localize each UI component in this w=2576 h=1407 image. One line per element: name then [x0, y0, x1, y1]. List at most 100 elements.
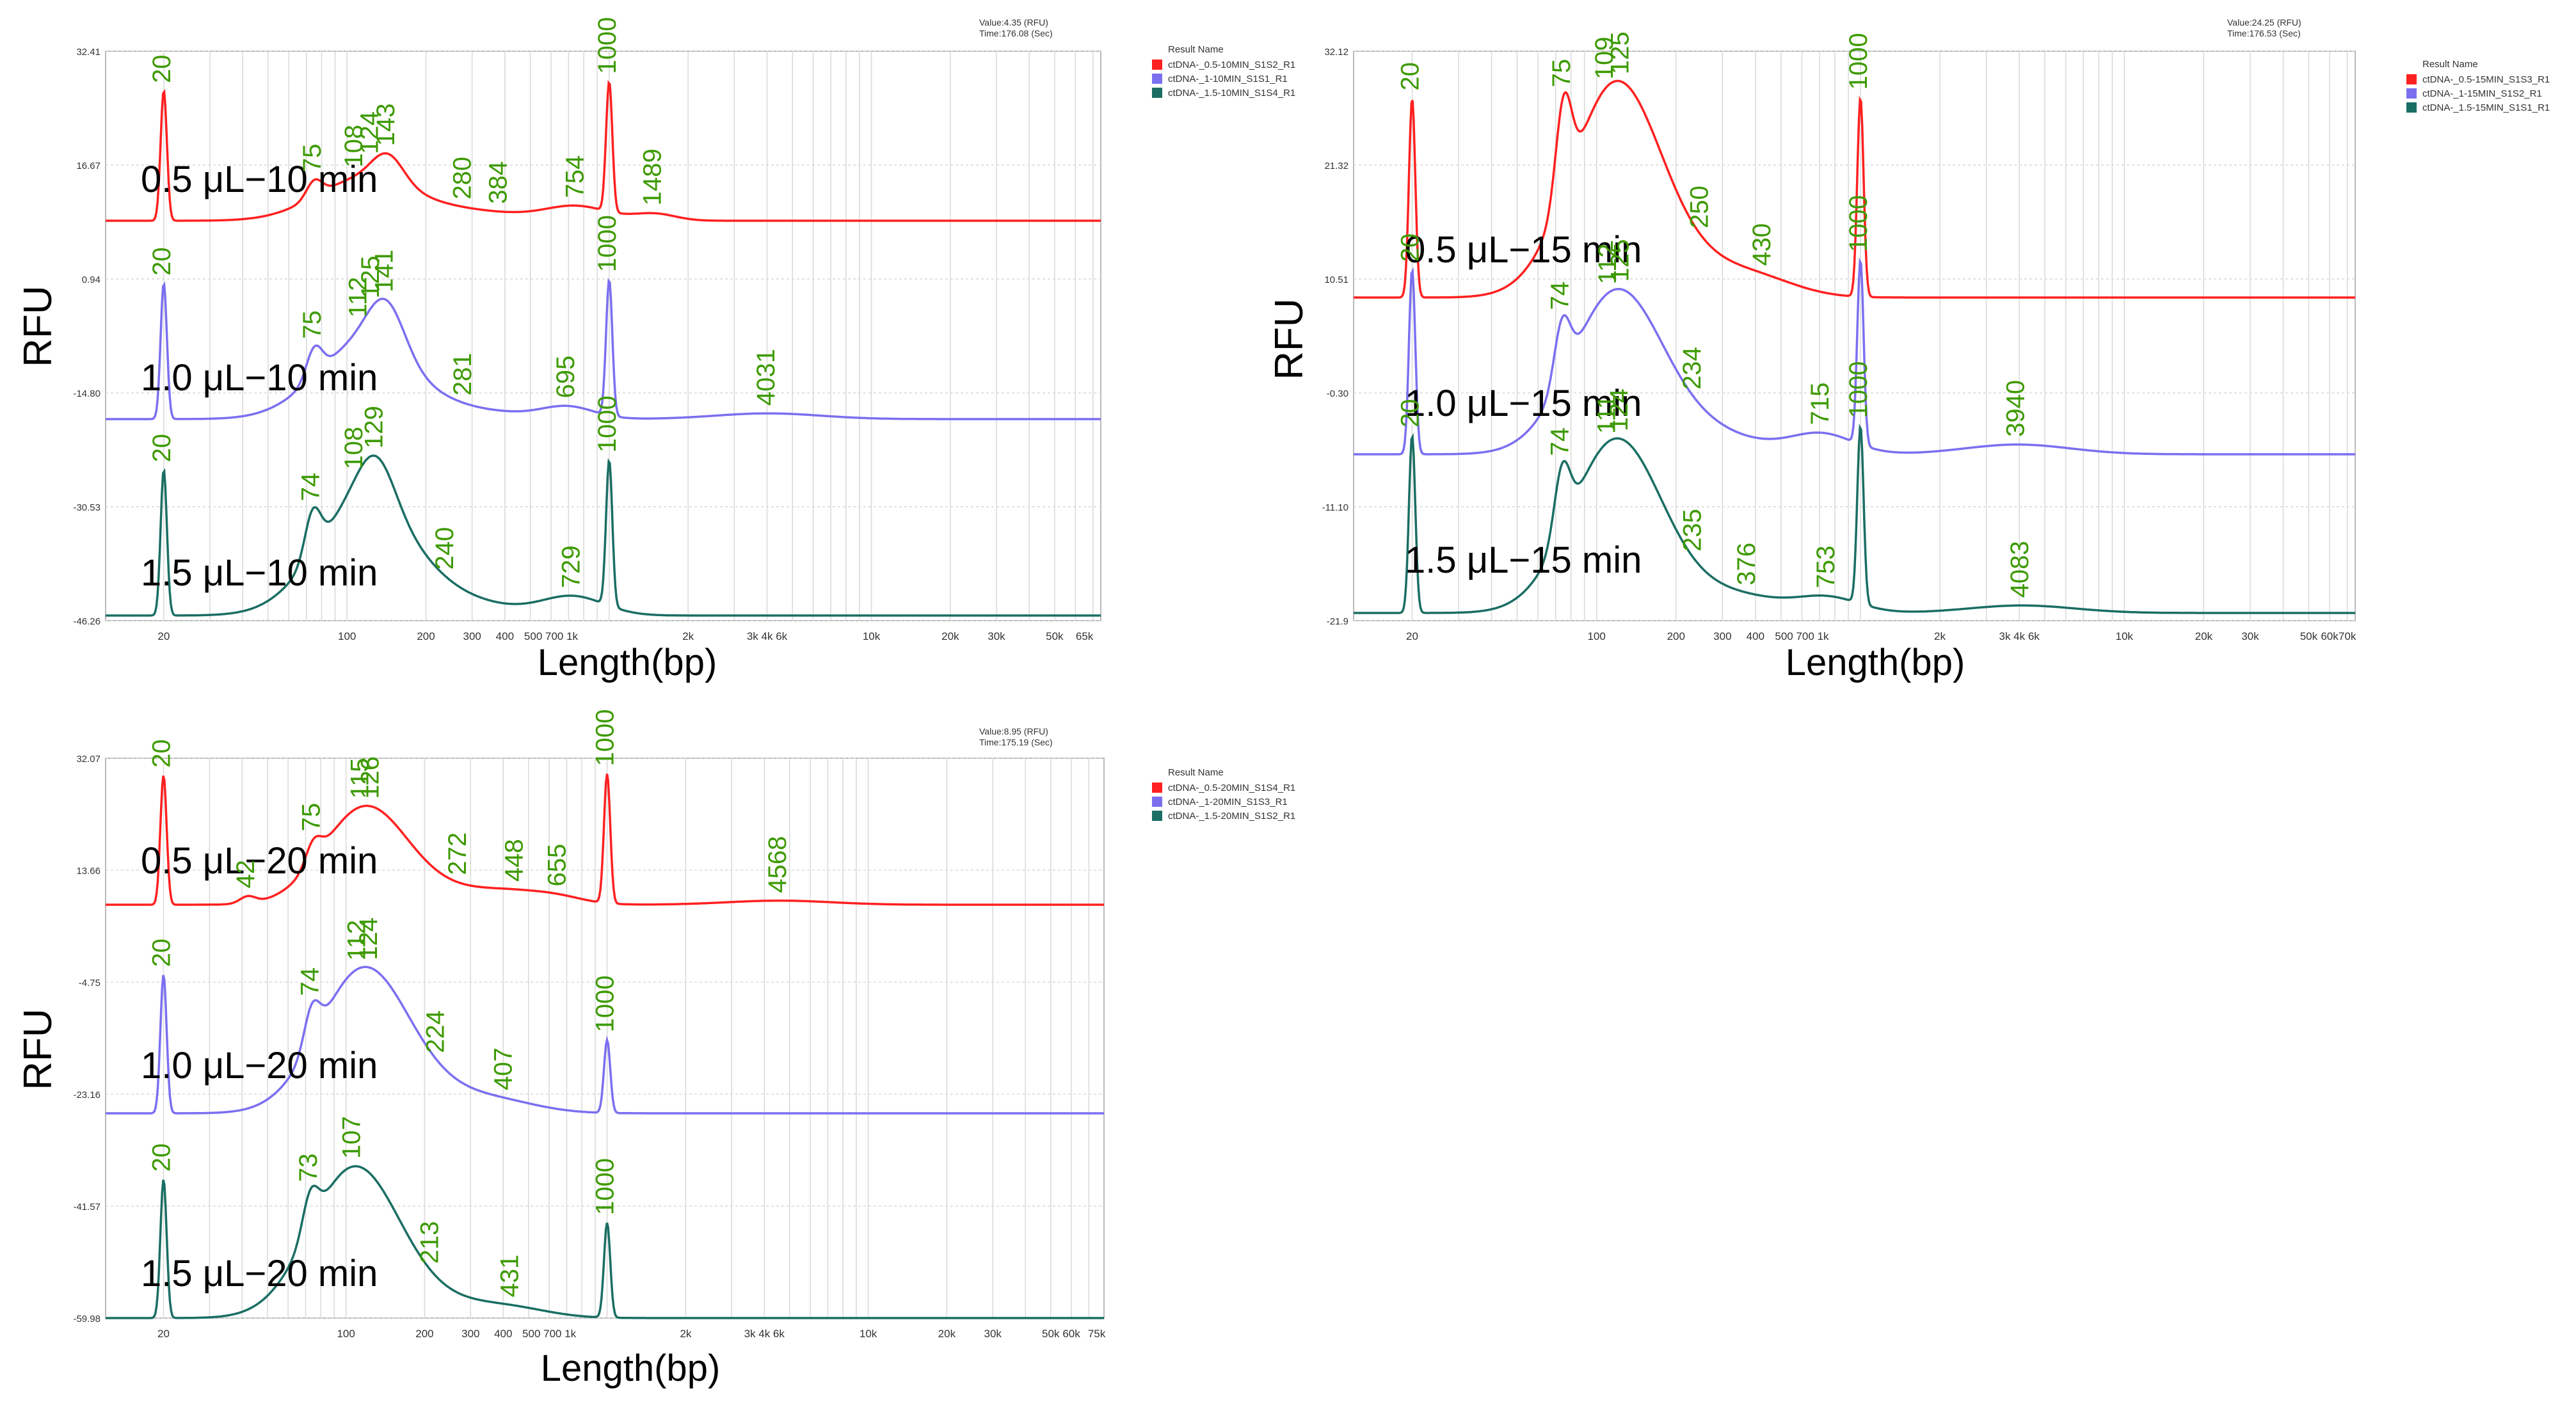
series-line: [106, 454, 1101, 617]
peak-label: 1000: [1844, 33, 1873, 90]
readout-value: Value:8.95 (RFU): [979, 726, 1048, 736]
y-tick-label: 10.51: [1324, 274, 1348, 285]
peak-label: 74: [297, 473, 325, 502]
peak-label: 124: [355, 111, 383, 154]
x-tick-label: 100: [338, 630, 356, 642]
peak-label: 235: [1679, 509, 1707, 552]
readout-time: Time:176.08 (Sec): [979, 28, 1053, 38]
legend-entry: ctDNA-_0.5-20MIN_S1S4_R1: [1168, 783, 1295, 793]
peak-label: 1000: [593, 17, 621, 74]
legend-entry: ctDNA-_0.5-15MIN_S1S3_R1: [2422, 74, 2550, 85]
x-tick-label: 100: [337, 1328, 355, 1340]
peak-label: 20: [1396, 234, 1424, 262]
x-tick-label: 400: [494, 1328, 512, 1340]
series-line: [106, 1165, 1104, 1319]
series-label: 0.5 μL−15 min: [1405, 229, 1642, 271]
x-tick-label: 10k: [860, 1328, 877, 1340]
readout-value: Value:4.35 (RFU): [979, 17, 1048, 28]
peak-label: 20: [148, 739, 176, 768]
y-axis-label: RFU: [16, 1008, 60, 1090]
readout-time: Time:176.53 (Sec): [2227, 28, 2301, 38]
series-line: [106, 80, 1101, 222]
x-tick-label: 3k 4k 6k: [747, 630, 788, 642]
peak-label: 1489: [639, 148, 667, 205]
y-tick-label: 32.07: [76, 754, 100, 765]
legend-title: Result Name: [1168, 767, 1224, 778]
x-axis-label: Length(bp): [1786, 642, 1965, 683]
peak-label: 376: [1732, 543, 1761, 585]
x-tick-label: 70k: [2339, 630, 2356, 642]
x-tick-label: 200: [415, 1328, 433, 1340]
peak-label: 1000: [1844, 195, 1873, 252]
peak-label: 4031: [752, 349, 780, 406]
y-tick-label: -0.30: [1327, 388, 1348, 399]
peak-label: 234: [1678, 347, 1706, 390]
peak-label: 109: [1590, 36, 1619, 79]
legend-entry: ctDNA-_0.5-10MIN_S1S2_R1: [1168, 60, 1295, 70]
legend-entry: ctDNA-_1-15MIN_S1S2_R1: [2422, 88, 2542, 99]
y-tick-label: -11.10: [1322, 502, 1348, 513]
panel-15min: 32.12 21.32 10.51 -0.30 -11.10 -21.9 20 100 200 3…: [1267, 17, 2550, 683]
peak-label: 129: [360, 406, 388, 449]
series-label: 1.5 μL−15 min: [1405, 539, 1642, 581]
legend-entry: ctDNA-_1-10MIN_S1S1_R1: [1168, 74, 1288, 84]
y-tick-label: -30.53: [73, 502, 100, 513]
peak-label: 112: [344, 277, 372, 318]
legend-title: Result Name: [2422, 59, 2478, 70]
plot-area: [1353, 51, 2356, 621]
legend-entry: ctDNA-_1.5-10MIN_S1S4_R1: [1168, 88, 1295, 99]
peak-label: 729: [557, 545, 586, 588]
x-tick-label: 50k: [1046, 630, 1064, 642]
peak-label: 75: [1548, 59, 1576, 88]
readout-value: Value:24.25 (RFU): [2227, 17, 2301, 28]
x-tick-label: 20k: [2195, 630, 2213, 642]
y-tick-label: 32.41: [76, 47, 100, 58]
x-tick-label: 75k: [1088, 1328, 1106, 1340]
legend-entry: ctDNA-_1.5-20MIN_S1S2_R1: [1168, 811, 1295, 822]
x-tick-label: 500 700 1k: [522, 1328, 577, 1340]
peak-label: 20: [148, 1143, 176, 1172]
y-tick-label: -4.75: [79, 978, 100, 989]
legend-swatch: [2406, 74, 2417, 84]
legend-swatch: [1152, 811, 1162, 821]
y-tick-label: 16.67: [76, 161, 100, 171]
y-tick-label: -46.26: [73, 616, 100, 627]
peak-label: 407: [489, 1047, 517, 1090]
x-tick-label: 50k: [2300, 630, 2318, 642]
y-tick-label: 0.94: [82, 274, 100, 285]
x-tick-label: 3k 4k 6k: [744, 1328, 785, 1340]
peak-label: 1000: [593, 395, 621, 452]
peak-label: 431: [495, 1255, 524, 1298]
peak-label: 124: [355, 918, 383, 960]
peak-label: 75: [298, 310, 326, 339]
peak-label: 141: [370, 250, 398, 292]
peak-label: 108: [340, 427, 368, 470]
legend-swatch: [2406, 88, 2417, 99]
x-tick-label: 400: [496, 630, 514, 642]
peak-label: 20: [148, 434, 176, 463]
y-axis-label: RFU: [16, 285, 60, 367]
series-label: 1.5 μL−10 min: [141, 552, 378, 594]
x-tick-label: 200: [417, 630, 435, 642]
peak-label: 1000: [591, 709, 620, 766]
x-tick-label: 300: [1713, 630, 1731, 642]
x-tick-label: 500 700 1k: [1775, 630, 1829, 642]
x-tick-label: 400: [1747, 630, 1764, 642]
peak-label: 112: [343, 920, 371, 961]
legend-swatch: [1152, 783, 1162, 793]
series-label: 1.0 μL−20 min: [141, 1045, 378, 1086]
y-tick-label: 21.32: [1324, 161, 1348, 171]
peak-label: 75: [298, 803, 326, 832]
x-tick-label: 20: [157, 630, 170, 642]
x-tick-label: 30k: [984, 1328, 1002, 1340]
x-tick-label: 500 700 1k: [524, 630, 579, 642]
x-tick-label: 20: [1406, 630, 1418, 642]
peak-label: 1000: [1844, 362, 1873, 418]
peak-label: 655: [543, 844, 572, 887]
peak-label: 272: [444, 832, 472, 875]
x-tick-label: 200: [1667, 630, 1685, 642]
peak-label: 74: [296, 967, 324, 996]
x-tick-label: 65k: [1076, 630, 1094, 642]
legend-swatch: [1152, 88, 1162, 98]
x-tick-label: 60k: [1062, 1328, 1080, 1340]
